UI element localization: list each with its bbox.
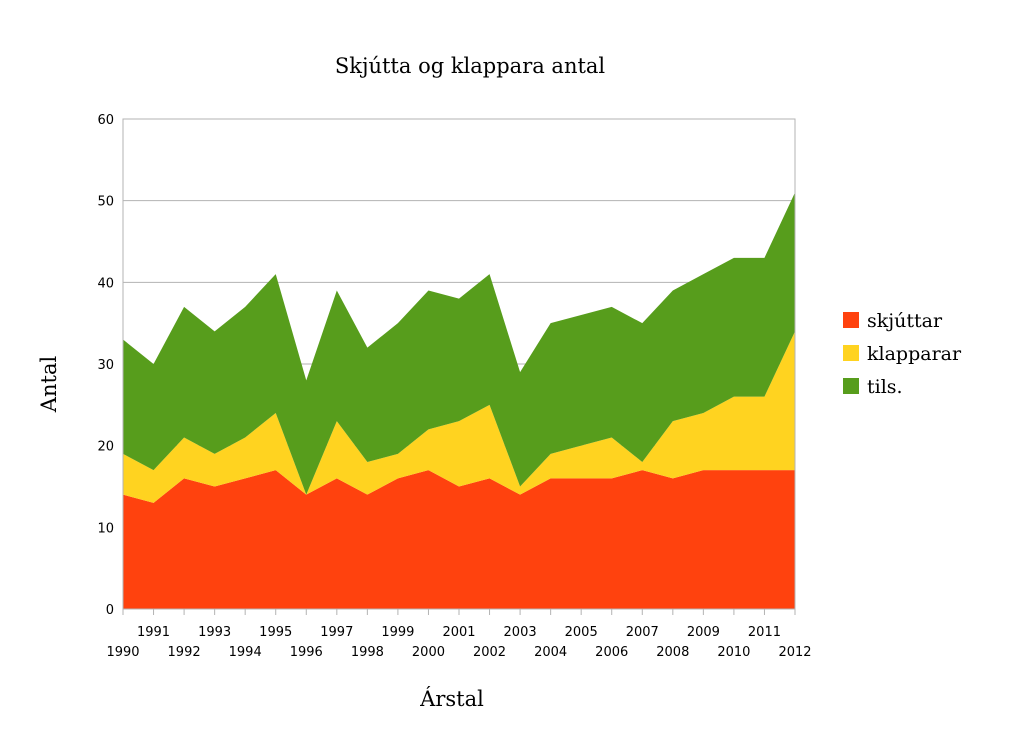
y-tick-label: 50: [97, 195, 114, 210]
y-tick-label: 60: [97, 113, 114, 128]
x-tick-label: 1992: [168, 645, 201, 660]
y-axis-title: Antal: [37, 356, 61, 414]
x-tick-label: 2008: [656, 645, 689, 660]
x-tick-label: 1997: [320, 625, 353, 640]
y-tick-label: 20: [97, 440, 114, 455]
area-series-0: [123, 470, 795, 609]
x-tick-label: 2005: [565, 625, 598, 640]
legend-swatch: [843, 378, 859, 394]
x-tick-label: 1990: [106, 645, 139, 660]
x-tick-label: 2011: [748, 625, 781, 640]
x-tick-label: 1998: [351, 645, 384, 660]
x-tick-label: 2002: [473, 645, 506, 660]
area-series-2: [123, 192, 795, 495]
legend-label: skjúttar: [867, 310, 943, 332]
x-tick-label: 1994: [229, 645, 262, 660]
y-tick-label: 10: [97, 521, 114, 536]
y-tick-label: 30: [97, 358, 114, 373]
x-tick-label: 1991: [137, 625, 170, 640]
axes: [122, 118, 796, 615]
legend: skjúttar klapparar tils.: [843, 310, 962, 398]
x-tick-label: 2009: [687, 625, 720, 640]
x-tick-label: 2010: [717, 645, 750, 660]
x-tick-label: 2004: [534, 645, 567, 660]
x-tick-labels: 1990 1991 1992 1993 1994 1995 1996 1997 1998 1999…: [106, 625, 811, 660]
area-series-1: [123, 331, 795, 503]
plot-areas: [123, 192, 795, 609]
legend-swatch: [843, 345, 859, 361]
x-tick-label: 1999: [381, 625, 414, 640]
legend-label: klapparar: [867, 343, 962, 365]
x-tick-label: 2001: [442, 625, 475, 640]
legend-swatch: [843, 312, 859, 328]
x-tick-label: 2006: [595, 645, 628, 660]
legend-label: tils.: [867, 376, 903, 398]
x-tick-label: 2007: [626, 625, 659, 640]
x-tick-label: 1996: [290, 645, 323, 660]
x-tick-label: 1995: [259, 625, 292, 640]
x-axis-title: Árstal: [419, 687, 484, 711]
y-tick-label: 40: [97, 276, 114, 291]
chart-title: Skjútta og klappara antal: [335, 54, 606, 78]
x-tick-label: 1993: [198, 625, 231, 640]
y-tick-labels: 0 10 20 30 40 50 60: [97, 113, 114, 618]
y-tick-label: 0: [106, 603, 114, 618]
x-tick-label: 2012: [778, 645, 811, 660]
x-tick-label: 2003: [504, 625, 537, 640]
x-tick-label: 2000: [412, 645, 445, 660]
